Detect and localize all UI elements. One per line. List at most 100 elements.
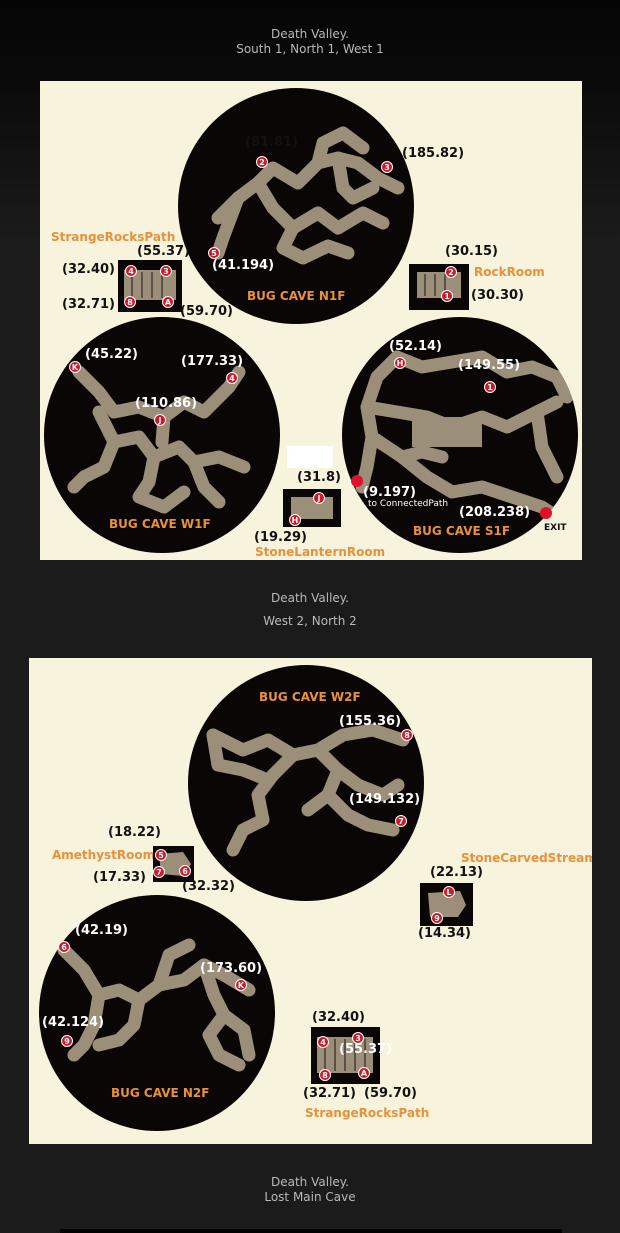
marker-5-ame: 5 xyxy=(155,849,167,861)
coord-22-13: (22.13) xyxy=(430,865,484,880)
marker-a-srp2: A xyxy=(358,1067,370,1079)
bug-cave-n1f-map: BUG CAVE N1F xyxy=(178,88,414,324)
coord-173-60: (173.60) xyxy=(200,961,263,976)
marker-1-rock: 1 xyxy=(441,290,453,302)
coord-185-82: (185.82) xyxy=(402,146,465,161)
map-panel-2: BUG CAVE W2F BUG CAVE N2F (18.22) Amethy… xyxy=(29,658,592,1144)
marker-a-srp: A xyxy=(162,296,174,308)
section3-subtitle: Lost Main Cave xyxy=(264,1190,356,1204)
bug-cave-w2f-label: BUG CAVE W2F xyxy=(259,690,361,704)
marker-6-ame: 6 xyxy=(179,865,191,877)
cave-path-w2f xyxy=(206,723,410,857)
section2-title: Death Valley. xyxy=(271,591,349,605)
bug-cave-n2f-map xyxy=(39,895,275,1131)
coord-32-40: (32.40) xyxy=(62,262,116,277)
bug-cave-s1f-label: BUG CAVE S1F xyxy=(413,524,511,538)
stone-carved-stream-floor xyxy=(428,891,466,917)
coord-14-34: (14.34) xyxy=(418,926,472,941)
marker-3-srp: 3 xyxy=(160,265,172,277)
marker-k-n2f: K xyxy=(235,979,247,991)
marker-j-w1f: J xyxy=(154,414,166,426)
strange-rocks-path-label: StrangeRocksPath xyxy=(51,230,176,244)
marker-h-s1f: H xyxy=(394,357,406,369)
coord-32-40-b: (32.40) xyxy=(312,1010,366,1025)
coord-81-81: (81.81) xyxy=(245,135,299,150)
marker-3-n1f: 3 xyxy=(381,161,393,173)
marker-9-stream: 9 xyxy=(431,912,443,924)
coord-208-238: (208.238) xyxy=(459,505,531,520)
cave-path-n2f xyxy=(57,938,256,1072)
coord-31-8: (31.8) xyxy=(297,470,341,485)
cave-path-s1f xyxy=(355,350,574,524)
rock-room-label: RockRoom xyxy=(474,265,545,279)
coord-155-36: (155.36) xyxy=(339,714,402,729)
coord-149-55: (149.55) xyxy=(458,358,521,373)
connected-path-dot xyxy=(351,475,363,487)
coord-45-22: (45.22) xyxy=(85,347,139,362)
marker-3-srp2: 3 xyxy=(352,1032,364,1044)
section1-title: Death Valley. xyxy=(271,27,349,41)
bug-cave-n1f-label: BUG CAVE N1F xyxy=(247,289,346,303)
stone-lantern-room-label: StoneLanternRoom xyxy=(255,545,386,559)
coord-110-86: (110.86) xyxy=(135,396,198,411)
marker-h-slr: H xyxy=(289,514,301,526)
cave-path-n1f xyxy=(211,126,405,265)
stone-carved-stream-label: StoneCarvedStream xyxy=(461,851,592,865)
coord-19-29: (19.29) xyxy=(254,530,308,545)
bug-cave-n2f-label: BUG CAVE N2F xyxy=(111,1086,210,1100)
rock-room-map xyxy=(409,264,469,310)
coord-177-33: (177.33) xyxy=(181,354,244,369)
coord-59-70-b: (59.70) xyxy=(364,1086,418,1101)
marker-k-w1f: K xyxy=(69,361,81,373)
coord-32-32: (32.32) xyxy=(182,879,236,894)
stone-lantern-room-map xyxy=(283,489,341,527)
exit-dot xyxy=(540,507,552,519)
coord-18-22: (18.22) xyxy=(108,825,162,840)
coord-30-15: (30.15) xyxy=(445,244,499,259)
map-panel-1: BUG CAVE N1F BUG CAVE W1F xyxy=(40,81,582,560)
section1-subtitle: South 1, North 1, West 1 xyxy=(236,42,384,56)
exit-label: EXIT xyxy=(544,523,567,533)
coord-41-194: (41.194) xyxy=(212,258,275,273)
marker-1-s1f: 1 xyxy=(484,381,496,393)
marker-8-srp2: 8 xyxy=(319,1069,331,1081)
strange-rocks-path-label-2: StrangeRocksPath xyxy=(305,1106,430,1120)
coord-30-30: (30.30) xyxy=(471,288,525,303)
marker-6-n2f: 6 xyxy=(58,941,70,953)
coord-32-71: (32.71) xyxy=(62,297,116,312)
marker-4-srp2: 4 xyxy=(317,1036,329,1048)
coord-9-197: (9.197) xyxy=(363,485,417,500)
marker-4-w1f: 4 xyxy=(226,372,238,384)
section2-subtitle: West 2, North 2 xyxy=(263,614,357,628)
marker-9-n2f: 9 xyxy=(61,1035,73,1047)
marker-2-rock: 2 xyxy=(445,266,457,278)
blank-box xyxy=(287,446,333,468)
coord-42-19: (42.19) xyxy=(75,923,129,938)
amethyst-room-label: AmethystRoom xyxy=(52,848,156,862)
coord-55-37-b: (55.37) xyxy=(339,1042,393,1057)
bug-cave-w1f-label: BUG CAVE W1F xyxy=(109,517,211,531)
marker-l-stream: L xyxy=(443,886,455,898)
connected-path-note: to ConnectedPath xyxy=(368,499,449,509)
marker-5-n1f: 5 xyxy=(208,247,220,259)
coord-149-132: (149.132) xyxy=(349,792,421,807)
coord-17-33: (17.33) xyxy=(93,870,147,885)
marker-8-srp: 8 xyxy=(124,296,136,308)
coord-32-71-b: (32.71) xyxy=(303,1086,357,1101)
coord-59-70: (59.70) xyxy=(180,304,234,319)
marker-4-srp: 4 xyxy=(125,265,137,277)
coord-55-37: (55.37) xyxy=(137,244,191,259)
bug-cave-s1f-map: BUG CAVE S1F xyxy=(342,317,578,553)
next-map-edge xyxy=(60,1229,562,1233)
marker-7-ame: 7 xyxy=(153,866,165,878)
section3-title: Death Valley. xyxy=(271,1175,349,1189)
coord-52-14: (52.14) xyxy=(389,339,443,354)
rock-room-rocks xyxy=(417,272,461,298)
marker-j-slr: J xyxy=(313,492,325,504)
bug-cave-w1f-map: BUG CAVE W1F xyxy=(44,317,280,553)
marker-7-w2f: 7 xyxy=(395,815,407,827)
marker-2-n1f: 2 xyxy=(256,156,268,168)
coord-42-124: (42.124) xyxy=(42,1015,105,1030)
marker-8-w2f: 8 xyxy=(401,729,413,741)
bug-cave-w2f-map xyxy=(188,665,424,901)
